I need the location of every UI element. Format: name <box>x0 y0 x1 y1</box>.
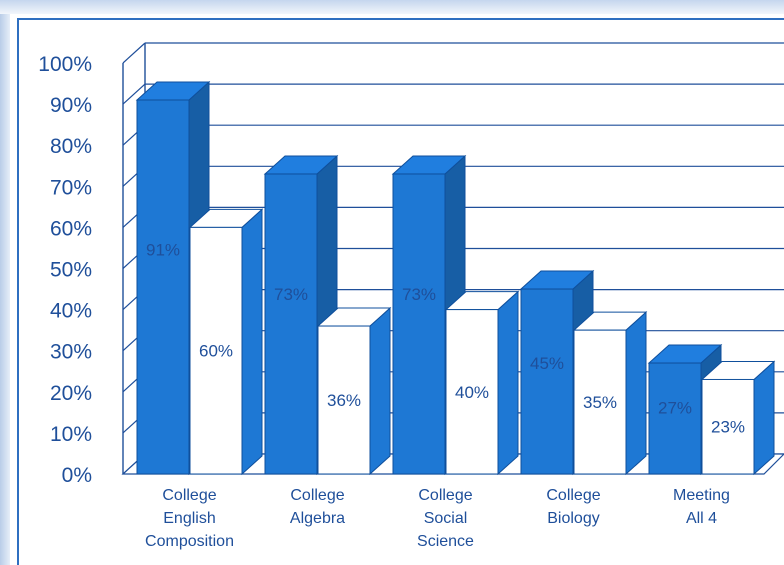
category-label: English <box>163 510 215 527</box>
category-label: College <box>290 487 344 504</box>
data-label: 40% <box>455 383 489 402</box>
bar-front <box>392 173 446 475</box>
bar-front <box>189 226 243 475</box>
category-label: College <box>162 487 216 504</box>
y-tick-label: 80% <box>50 135 92 158</box>
bar-series1-2: 73% <box>263 154 339 476</box>
category-label: All 4 <box>686 510 717 527</box>
category-label: Biology <box>547 510 599 527</box>
y-tick-label: 20% <box>50 382 92 405</box>
y-tick-label: 100% <box>38 53 92 76</box>
bar-front <box>701 378 755 475</box>
bar-series2-5: 23% <box>700 360 776 476</box>
data-label: 91% <box>146 241 180 260</box>
y-axis-tick-labels: 0% 10% 20% 30% 40% 50% 60% 70% 80% 90% 100% <box>38 53 92 487</box>
frame-border-top <box>17 18 784 20</box>
gridline-side <box>122 83 146 105</box>
bars: 91% 60% 73% 36% 73% 40% 45% 35% 27% 23% <box>135 80 776 476</box>
data-label: 73% <box>274 285 308 304</box>
y-tick-label: 60% <box>50 217 92 240</box>
category-label: College <box>546 487 600 504</box>
bar-side <box>753 360 775 476</box>
category-label: Algebra <box>290 510 345 527</box>
category-label: Science <box>417 533 474 550</box>
data-label: 45% <box>530 354 564 373</box>
bar-front <box>136 99 190 475</box>
category-label: Social <box>424 510 468 527</box>
y-tick-label: 0% <box>62 464 92 487</box>
data-label: 73% <box>402 285 436 304</box>
category-label: College <box>418 487 472 504</box>
bar-series2-4: 35% <box>572 311 648 476</box>
frame-edge-top <box>0 0 784 14</box>
x-axis-category-labels: College English Composition College Algebra C… <box>145 487 730 550</box>
bar-side <box>369 306 391 476</box>
bar-front <box>445 309 499 475</box>
y-tick-label: 70% <box>50 176 92 199</box>
data-label: 35% <box>583 393 617 412</box>
data-label: 60% <box>199 342 233 361</box>
gridline-side <box>122 42 146 64</box>
y-tick-label: 40% <box>50 300 92 323</box>
bar-side <box>625 311 647 476</box>
bar-side <box>241 208 263 476</box>
category-label: Composition <box>145 533 234 550</box>
bar-front <box>520 288 574 475</box>
category-label: Meeting <box>673 487 730 504</box>
bar-front <box>264 173 318 475</box>
y-tick-label: 10% <box>50 423 92 446</box>
bar-side <box>497 290 519 476</box>
frame-edge-left <box>0 0 10 565</box>
y-tick-label: 50% <box>50 259 92 282</box>
bar-series2-1: 60% <box>188 208 264 476</box>
bar-series2-3: 40% <box>444 290 520 476</box>
y-tick-label: 90% <box>50 94 92 117</box>
frame-border-left <box>17 18 19 565</box>
bar-series2-2: 36% <box>316 306 392 476</box>
bar-front <box>648 362 702 475</box>
data-label: 36% <box>327 391 361 410</box>
data-label: 27% <box>658 398 692 417</box>
data-label: 23% <box>711 418 745 437</box>
bar-front <box>317 325 371 475</box>
y-tick-label: 30% <box>50 341 92 364</box>
bar-front <box>573 329 627 475</box>
